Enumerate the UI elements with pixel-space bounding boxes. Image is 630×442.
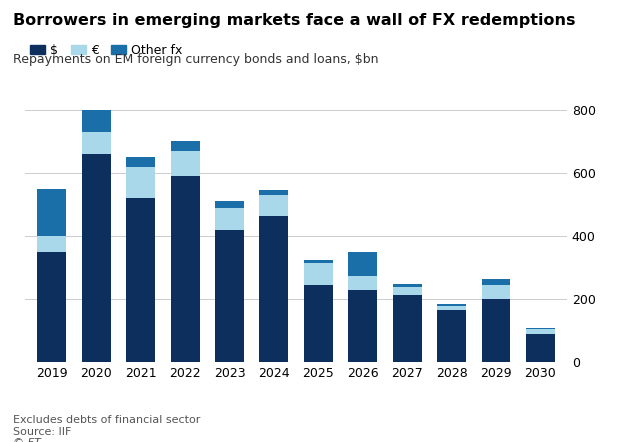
Text: © FT: © FT <box>13 438 40 442</box>
Bar <box>260 216 289 362</box>
Bar <box>260 195 289 216</box>
Text: Source: IIF: Source: IIF <box>13 427 71 437</box>
Bar <box>481 279 510 285</box>
Bar <box>437 305 466 310</box>
Bar <box>215 202 244 208</box>
Bar <box>348 252 377 276</box>
Bar <box>304 285 333 362</box>
Bar <box>215 208 244 230</box>
Legend: $, €, Other fx: $, €, Other fx <box>25 39 188 62</box>
Bar <box>171 141 200 151</box>
Bar <box>526 328 555 329</box>
Text: Excludes debts of financial sector: Excludes debts of financial sector <box>13 415 200 426</box>
Bar <box>437 310 466 362</box>
Bar <box>481 285 510 299</box>
Bar <box>437 304 466 305</box>
Bar <box>526 334 555 362</box>
Bar <box>392 283 421 287</box>
Bar <box>126 198 155 362</box>
Text: Borrowers in emerging markets face a wall of FX redemptions: Borrowers in emerging markets face a wal… <box>13 13 575 28</box>
Bar <box>82 110 111 132</box>
Text: Repayments on EM foreign currency bonds and loans, $bn: Repayments on EM foreign currency bonds … <box>13 53 378 66</box>
Bar <box>304 260 333 263</box>
Bar <box>126 157 155 167</box>
Bar <box>392 287 421 294</box>
Bar <box>348 276 377 290</box>
Bar <box>171 176 200 362</box>
Bar <box>481 299 510 362</box>
Bar <box>37 236 66 252</box>
Bar <box>37 189 66 236</box>
Bar <box>171 151 200 176</box>
Bar <box>304 263 333 285</box>
Bar <box>37 252 66 362</box>
Bar <box>392 294 421 362</box>
Bar <box>348 290 377 362</box>
Bar <box>82 154 111 362</box>
Bar <box>82 132 111 154</box>
Bar <box>260 191 289 195</box>
Bar <box>126 167 155 198</box>
Bar <box>526 329 555 334</box>
Bar <box>215 230 244 362</box>
